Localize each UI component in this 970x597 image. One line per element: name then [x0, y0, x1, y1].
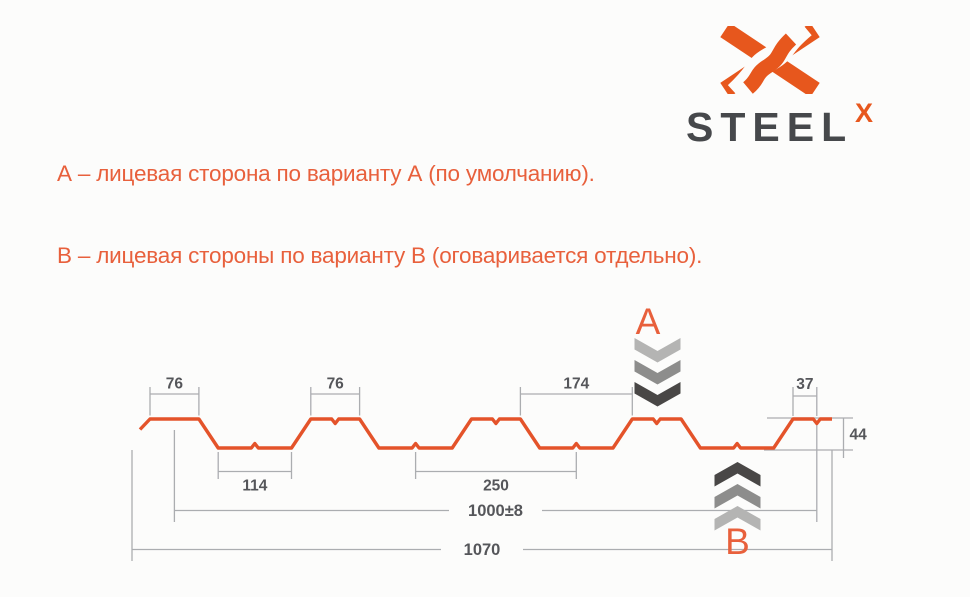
dim-label-overall: 1070	[464, 541, 501, 559]
variant-a-label: A	[636, 301, 661, 342]
variant-b-arrows: B	[714, 462, 761, 562]
chevron-down-icon	[634, 360, 681, 385]
profile-outline	[138, 417, 832, 450]
steelx-logo-icon	[720, 26, 820, 94]
variant-a-arrows: A	[634, 301, 681, 407]
dim-label-crest-1: 76	[166, 376, 184, 393]
dim-label-edge-notch: 37	[796, 376, 813, 393]
chevron-up-icon	[714, 484, 761, 509]
chevron-up-icon	[714, 506, 761, 531]
dim-label-cover: 1000±8	[468, 502, 523, 520]
brand-name: STEEL	[686, 104, 854, 150]
chevron-down-icon	[634, 382, 681, 407]
variant-b-label: B	[725, 521, 750, 562]
chevron-down-icon	[634, 338, 681, 363]
note-variant-a: А – лицевая сторона по варианту А (по ум…	[57, 161, 595, 186]
dim-label-valley: 114	[242, 478, 267, 495]
note-variant-b: В – лицевая стороны по варианту В (огова…	[57, 243, 703, 268]
dim-label-crest-2: 76	[327, 376, 345, 393]
brand-sup-x: X	[855, 98, 874, 128]
dimension-labels: 76 76 174 37 114 250 1000±8 1070 44	[166, 376, 867, 560]
dim-label-crest-gap: 174	[563, 376, 589, 393]
logo-hook	[742, 33, 797, 94]
chevron-up-icon	[714, 462, 761, 487]
dim-label-height: 44	[850, 427, 868, 444]
dim-label-pitch: 250	[483, 478, 509, 495]
dimension-lines	[131, 387, 853, 561]
